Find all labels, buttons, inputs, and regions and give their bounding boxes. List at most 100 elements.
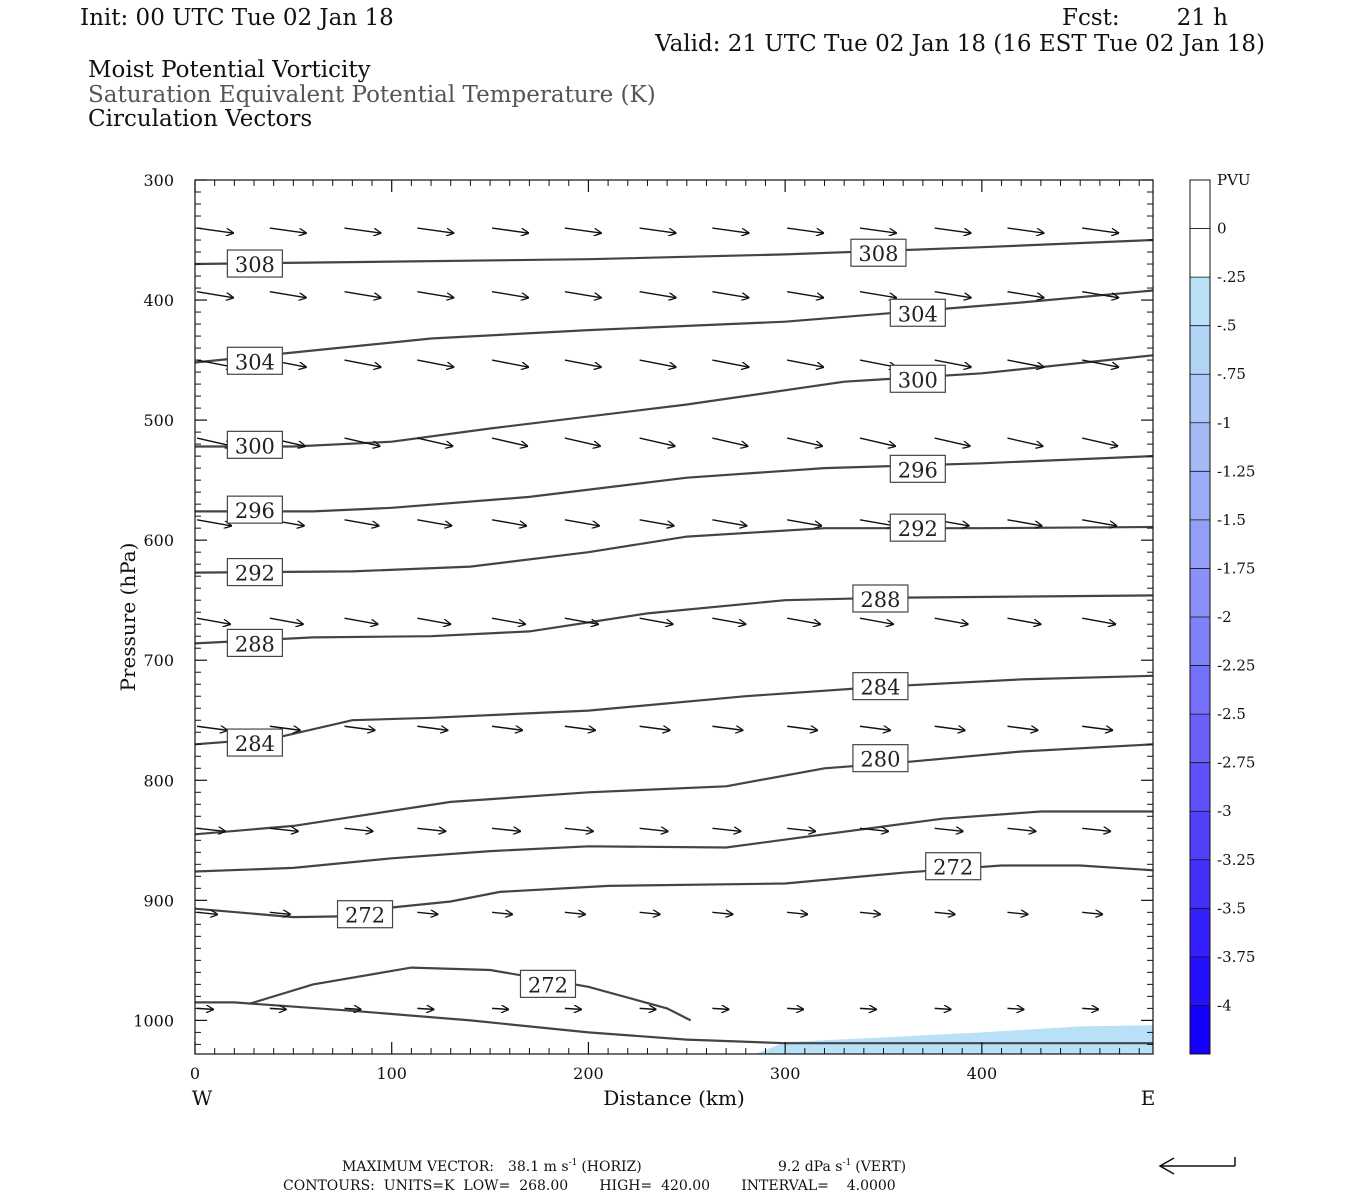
- circulation-vector: [712, 437, 747, 446]
- colorbar-label: -1.25: [1217, 462, 1255, 480]
- circulation-vector: [564, 726, 595, 730]
- circulation-vector: [417, 359, 453, 367]
- max-vector-vert-value: 9.2 dPa s: [778, 1159, 842, 1175]
- circulation-vector: [491, 617, 525, 624]
- circulation-vector: [787, 726, 817, 730]
- circulation-vector: [1007, 912, 1027, 914]
- colorbar-segment: [1190, 228, 1210, 278]
- contour-label-box: [226, 628, 283, 658]
- contour-label: 284: [860, 676, 900, 700]
- pv-shade-region-0: [755, 1025, 1153, 1054]
- circulation-vector: [564, 359, 601, 367]
- circulation-vector: [712, 359, 748, 367]
- field-title-vectors: Circulation Vectors: [88, 106, 312, 132]
- contour-label: 304: [898, 302, 938, 326]
- contour-label-box: [226, 495, 283, 524]
- contour-268-11: [195, 1001, 1153, 1045]
- colorbar-segment: [1190, 471, 1210, 520]
- x-axis-label: Distance (km): [603, 1086, 745, 1110]
- reference-vector-icon: [1158, 1157, 1236, 1175]
- contour-300-2: [195, 354, 1154, 448]
- circulation-vector: [1082, 828, 1110, 831]
- contour-label-box: [889, 364, 946, 393]
- contour-label-box: [925, 852, 982, 881]
- colorbar-label: -3.5: [1217, 899, 1246, 917]
- colorbar-segment: [1190, 859, 1210, 909]
- circulation-vector: [491, 227, 528, 233]
- contour-label-box: [226, 249, 283, 278]
- y-tick-label: 500: [143, 411, 174, 430]
- contour-label: 300: [898, 368, 938, 392]
- colorbar-segment: [1190, 422, 1210, 472]
- colorbar-label: -3: [1217, 802, 1232, 820]
- contour-label-box: [889, 513, 946, 542]
- contour-labels: 308 308 304 304 300 300 296 296 292 292 288 288 284 2…: [226, 238, 982, 998]
- circulation-vector: [787, 912, 807, 914]
- contour-label-box: [336, 900, 394, 929]
- contour-label-box: [852, 744, 909, 773]
- circulation-vector: [564, 1008, 581, 1009]
- circulation-vector: [196, 519, 231, 526]
- circulation-vector: [269, 290, 306, 298]
- circulation-vector: [269, 912, 290, 914]
- circulation-vector: [1007, 1008, 1023, 1009]
- init-time: Init: 00 UTC Tue 02 Jan 18: [80, 5, 394, 31]
- x-tick-label: 100: [376, 1064, 407, 1083]
- circulation-vector: [564, 828, 593, 831]
- max-vector-vert: 9.2 dPa s-1 (VERT): [778, 1158, 906, 1175]
- colorbar: 0 -.25 -.5 -.75 -1 -1.25 -1.5 -1.75 -2 -2.25 -2.5 -…: [1189, 179, 1255, 1055]
- circulation-vector: [1082, 359, 1118, 367]
- circulation-vector: [417, 828, 445, 831]
- circulation-vector: [196, 437, 232, 446]
- colorbar-segment: [1190, 325, 1210, 375]
- circulation-vector: [491, 828, 520, 831]
- circulation-vector: [712, 1008, 728, 1009]
- circulation-vector: [196, 290, 233, 298]
- y-tick-label: 300: [143, 171, 174, 190]
- colorbar-segment: [1190, 714, 1210, 763]
- circulation-vector: [564, 227, 601, 233]
- contour-label: 288: [860, 588, 900, 612]
- y-tick-label: 600: [143, 531, 174, 550]
- circulation-vector: [564, 437, 600, 446]
- field-title-mpv: Moist Potential Vorticity: [88, 57, 371, 83]
- circulation-vector: [564, 290, 601, 298]
- contour-label: 280: [860, 748, 900, 772]
- circulation-vector: [196, 617, 230, 624]
- y-tick-label: 400: [143, 291, 174, 310]
- contour-label-box: [889, 454, 946, 483]
- circulation-vector: [1082, 726, 1112, 730]
- colorbar-segment: [1190, 908, 1210, 957]
- circulation-vector: [564, 519, 599, 526]
- circulation-vector: [934, 437, 970, 446]
- circulation-vector: [639, 359, 676, 367]
- circulation-vector: [787, 290, 823, 298]
- max-vector-prefix: MAXIMUM VECTOR:: [342, 1159, 494, 1175]
- circulation-vector: [196, 227, 233, 233]
- colorbar-segment: [1190, 811, 1210, 860]
- axis-ticks: 300 400 500 600 700 800 900 1000 0 100 200 300 400: [133, 171, 1153, 1083]
- circulation-vector: [417, 290, 453, 298]
- circulation-vector: [639, 1008, 656, 1009]
- circulation-vector: [934, 1008, 951, 1009]
- y-tick-label: 1000: [133, 1011, 174, 1030]
- circulation-vector: [787, 617, 820, 624]
- circulation-vector: [786, 437, 822, 446]
- colorbar-label: -3.25: [1217, 851, 1255, 869]
- circulation-vector: [269, 617, 303, 624]
- circulation-vector: [859, 828, 888, 831]
- contour-label: 292: [898, 517, 938, 541]
- circulation-vector: [787, 227, 823, 233]
- circulation-vector: [269, 1008, 286, 1009]
- circulation-vector: [859, 437, 895, 446]
- circulation-vector: [1082, 227, 1118, 233]
- colorbar-label: -2.25: [1217, 657, 1255, 675]
- contour-308-0: [194, 238, 1154, 266]
- colorbar-label: -3.75: [1217, 948, 1255, 966]
- colorbar-label: -1: [1217, 414, 1232, 432]
- circulation-vector: [417, 437, 452, 446]
- contour-label-box: [226, 728, 283, 757]
- contour-info: CONTOURS: UNITS=K LOW= 268.00 HIGH= 420.…: [283, 1178, 896, 1194]
- contour-label: 308: [858, 242, 898, 266]
